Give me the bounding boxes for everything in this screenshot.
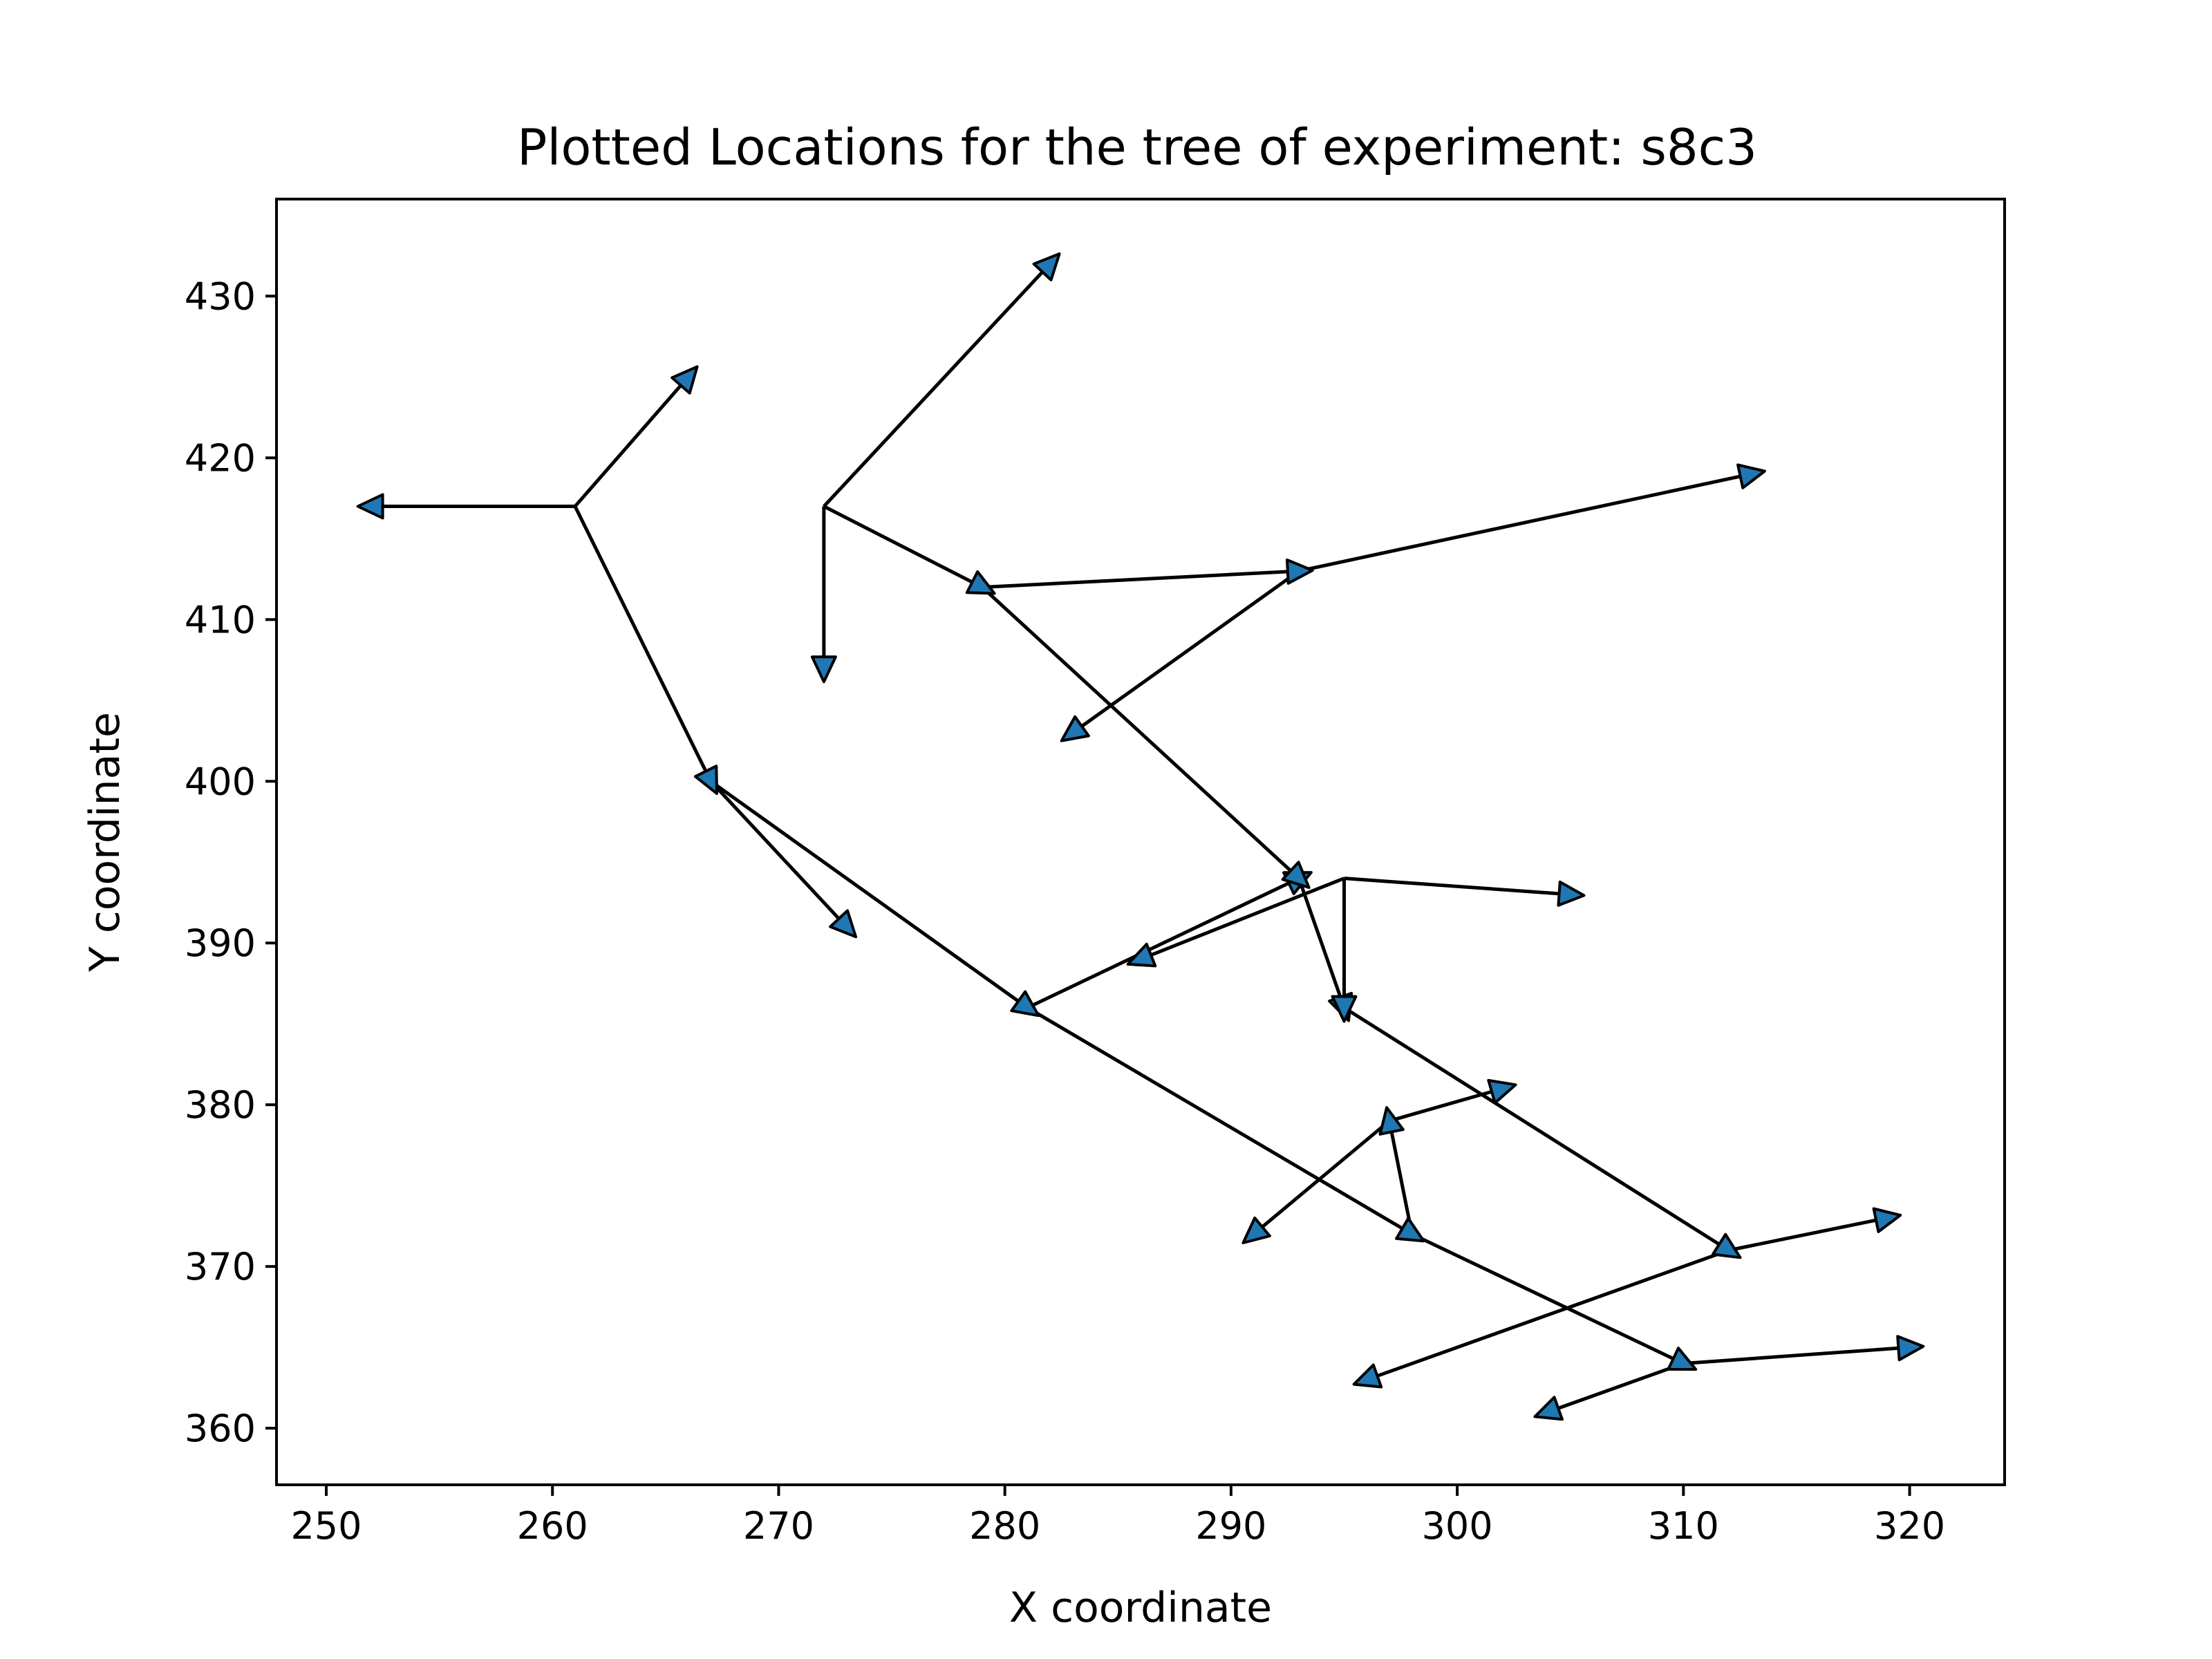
x-tick-label: 310	[1648, 1504, 1719, 1548]
y-tick-label: 390	[185, 921, 256, 965]
arrow-marker	[1126, 942, 1157, 968]
tree-edge	[1027, 877, 1300, 1010]
y-tick-label: 360	[185, 1407, 256, 1450]
tree-edge	[573, 505, 713, 782]
tree-edge	[1140, 877, 1345, 961]
arrow-marker	[1487, 1078, 1517, 1105]
y-axis-label: Y coordinate	[81, 712, 129, 973]
arrow-marker	[1712, 1232, 1742, 1259]
y-tick-label: 400	[185, 760, 256, 803]
tree-edge	[1683, 1345, 1910, 1366]
tree-edge	[574, 375, 690, 508]
y-tick-label: 410	[185, 598, 256, 641]
arrow-marker	[1667, 1347, 1698, 1371]
tree-edge	[1027, 1006, 1413, 1236]
tree-edge	[1071, 570, 1300, 735]
tree-edge	[1297, 877, 1346, 1009]
y-tick-label: 380	[185, 1083, 256, 1127]
x-tick-label: 280	[969, 1504, 1040, 1548]
tree-edge	[1387, 1121, 1414, 1235]
arrow-marker	[1060, 715, 1090, 742]
arrow-marker	[1241, 1216, 1271, 1244]
arrow-marker	[829, 909, 858, 939]
tree-edge	[1728, 1216, 1888, 1253]
tree-edge	[823, 262, 1051, 508]
x-tick-label: 260	[517, 1504, 588, 1548]
arrow-marker	[810, 655, 837, 684]
tree-edge	[981, 585, 1300, 880]
tree-edge	[1298, 472, 1752, 573]
x-tick-label: 250	[290, 1504, 362, 1548]
y-axis: 360 370 380 390 400 410 420 430	[185, 274, 276, 1450]
arrow-marker	[1736, 463, 1766, 489]
y-tick-label: 420	[185, 436, 256, 480]
arrow-marker	[1010, 990, 1040, 1018]
y-tick-label: 430	[185, 274, 256, 318]
x-tick-label: 290	[1195, 1504, 1266, 1548]
x-axis: 250 260 270 280 290 300 310 320	[290, 1485, 1945, 1548]
arrow-marker	[1557, 880, 1586, 907]
tree-edge	[1253, 1119, 1391, 1236]
y-tick-label: 370	[185, 1245, 256, 1288]
arrow-marker	[671, 365, 699, 395]
arrow-marker	[356, 493, 384, 520]
arrow-marker	[1331, 995, 1358, 1023]
x-axis-label: X coordinate	[1009, 1584, 1272, 1632]
arrow-marker	[965, 570, 996, 595]
tree-edge	[1547, 1362, 1685, 1414]
tree-edge	[823, 505, 984, 589]
tree-edge	[1343, 1006, 1730, 1252]
x-tick-label: 270	[743, 1504, 814, 1548]
tree-edge	[1344, 877, 1571, 897]
tree-edge	[709, 780, 848, 928]
arrow-marker	[1896, 1335, 1925, 1362]
arrow-marker	[1032, 252, 1061, 281]
arrow-marker	[1378, 1106, 1405, 1136]
arrow-marker	[1352, 1363, 1383, 1389]
tree-edge	[1411, 1232, 1685, 1365]
arrow-marker	[693, 765, 718, 795]
x-tick-label: 320	[1874, 1504, 1945, 1548]
arrow-marker	[1395, 1217, 1425, 1243]
arrow-marker	[1872, 1207, 1902, 1233]
plot-frame	[275, 198, 2006, 1486]
arrow-marker	[1533, 1396, 1564, 1421]
arrow-marker	[1286, 559, 1314, 585]
tree-edge	[1366, 1248, 1730, 1382]
arrow-marker	[1281, 861, 1311, 889]
edges-layer	[371, 262, 1910, 1414]
markers-layer	[356, 252, 1925, 1421]
tree-edge	[709, 780, 1029, 1009]
chart-title: Plotted Locations for the tree of experi…	[517, 118, 1757, 176]
tree-edge	[1389, 1087, 1503, 1123]
x-tick-label: 300	[1422, 1504, 1493, 1548]
tree-edge	[982, 569, 1300, 590]
